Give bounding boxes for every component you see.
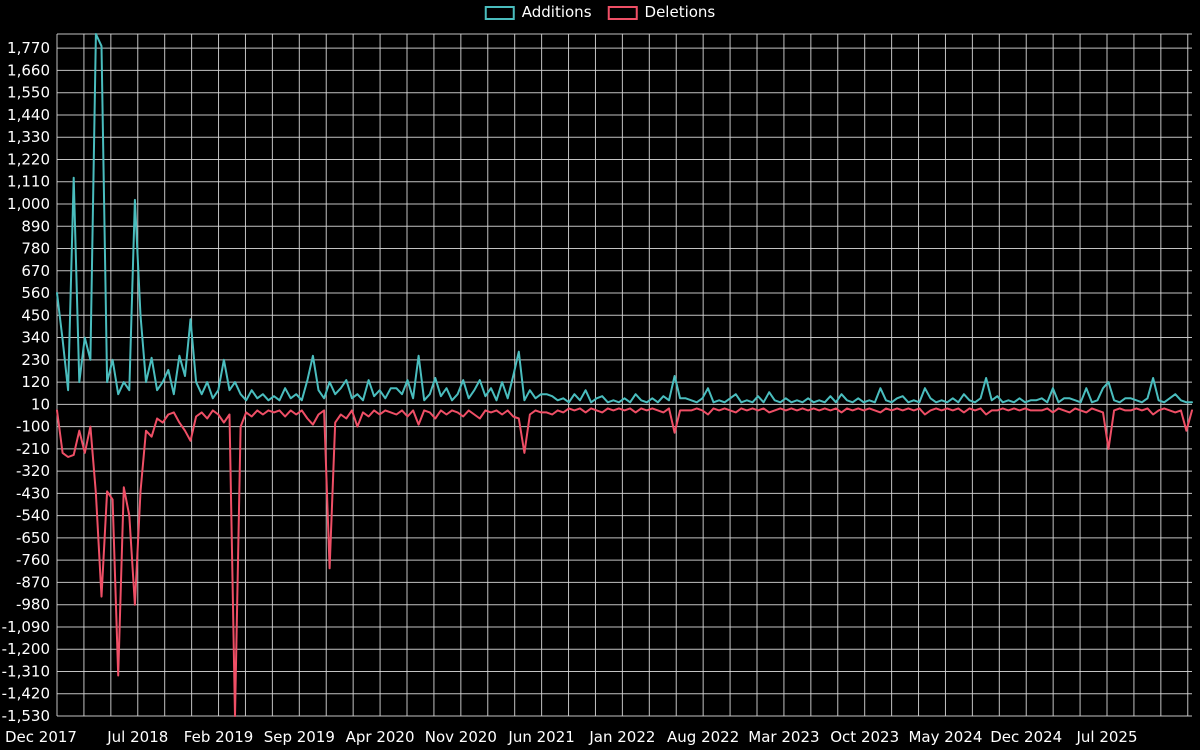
x-tick-label: Jun 2021 xyxy=(507,728,574,746)
y-tick-label: -980 xyxy=(16,596,50,614)
y-tick-label: 1,110 xyxy=(7,173,50,191)
x-tick-label: Jan 2022 xyxy=(588,728,655,746)
y-tick-label: 1,440 xyxy=(7,106,50,124)
x-tick-label: Jul 2025 xyxy=(1075,728,1137,746)
y-tick-label: 10 xyxy=(31,395,50,413)
y-tick-label: 1,550 xyxy=(7,84,50,102)
legend-label-additions: Additions xyxy=(521,3,592,21)
additions-line[interactable] xyxy=(56,33,1193,404)
x-tick-label: May 2024 xyxy=(908,728,982,746)
y-tick-label: 1,770 xyxy=(7,39,50,57)
y-tick-label: 1,330 xyxy=(7,128,50,146)
chart-legend: Additions Deletions xyxy=(484,3,716,21)
deletions-swatch-icon xyxy=(607,5,638,20)
y-tick-label: -430 xyxy=(16,484,50,502)
y-tick-label: 670 xyxy=(21,262,50,280)
x-tick-label: Feb 2019 xyxy=(184,728,254,746)
y-tick-label: 1,660 xyxy=(7,61,50,79)
y-tick-label: -100 xyxy=(16,418,50,436)
y-tick-label: -540 xyxy=(16,507,50,525)
legend-item-deletions[interactable]: Deletions xyxy=(607,3,716,21)
x-tick-label: Oct 2023 xyxy=(830,728,899,746)
deletions-line[interactable] xyxy=(56,407,1193,717)
y-tick-label: 230 xyxy=(21,351,50,369)
y-tick-label: 1,000 xyxy=(7,195,50,213)
y-tick-label: -1,310 xyxy=(2,662,50,680)
y-tick-label: -650 xyxy=(16,529,50,547)
y-tick-label: -320 xyxy=(16,462,50,480)
x-tick-label: Dec 2017 xyxy=(5,728,77,746)
x-tick-label: Sep 2019 xyxy=(264,728,335,746)
y-tick-label: 340 xyxy=(21,329,50,347)
y-tick-label: -760 xyxy=(16,551,50,569)
y-tick-label: 890 xyxy=(21,217,50,235)
y-tick-label: -1,090 xyxy=(2,618,50,636)
y-tick-label: -210 xyxy=(16,440,50,458)
y-tick-label: 450 xyxy=(21,306,50,324)
x-tick-label: Nov 2020 xyxy=(425,728,497,746)
y-tick-label: 780 xyxy=(21,240,50,258)
y-tick-label: 1,220 xyxy=(7,150,50,168)
y-tick-label: -1,420 xyxy=(2,685,50,703)
y-tick-label: -1,200 xyxy=(2,640,50,658)
y-tick-label: 560 xyxy=(21,284,50,302)
legend-label-deletions: Deletions xyxy=(644,3,716,21)
x-tick-label: Aug 2022 xyxy=(667,728,739,746)
legend-item-additions[interactable]: Additions xyxy=(484,3,592,21)
y-tick-label: -1,530 xyxy=(2,707,50,725)
x-tick-label: Mar 2023 xyxy=(748,728,819,746)
x-tick-label: Dec 2024 xyxy=(990,728,1062,746)
x-tick-label: Jul 2018 xyxy=(106,728,168,746)
x-tick-label: Apr 2020 xyxy=(346,728,415,746)
y-tick-label: 120 xyxy=(21,373,50,391)
additions-swatch-icon xyxy=(484,5,515,20)
y-tick-label: -870 xyxy=(16,573,50,591)
